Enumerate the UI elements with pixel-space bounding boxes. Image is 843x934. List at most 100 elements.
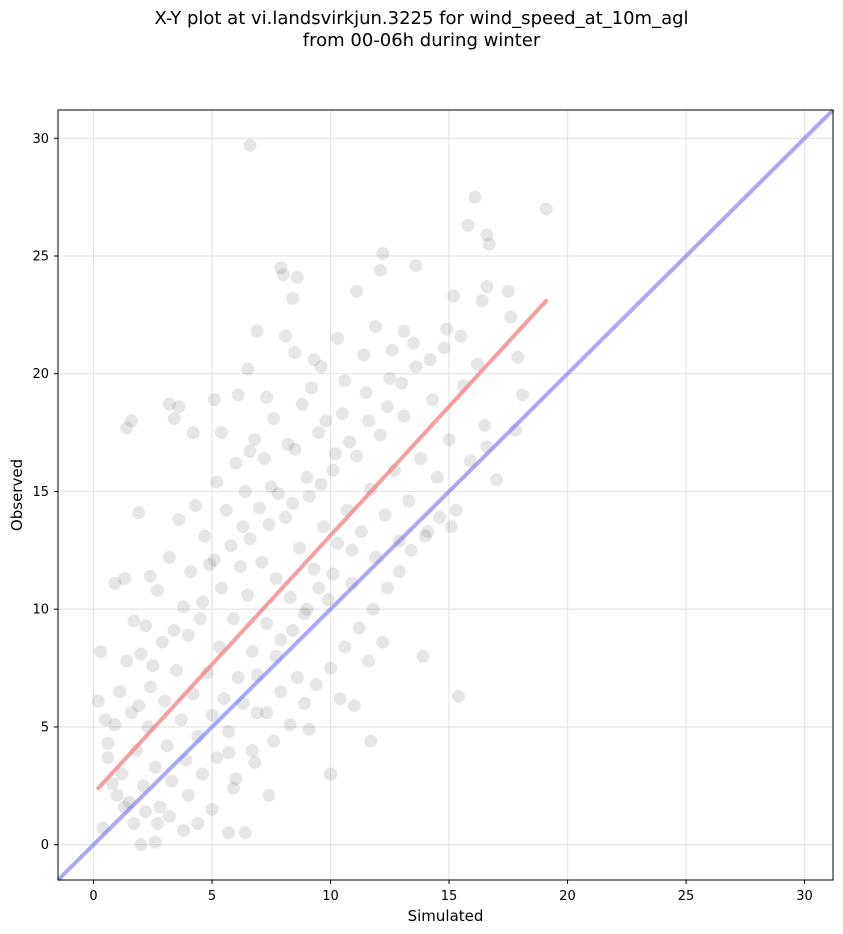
scatter-point [101,751,115,765]
scatter-point [409,360,423,374]
x-tick-label: 0 [89,889,97,904]
scatter-point [366,602,380,616]
scatter-point [343,435,356,449]
scatter-point [300,602,314,616]
chart-title-block: X-Y plot at vi.landsvirkjun.3225 for win… [0,8,843,52]
scatter-point [300,470,314,484]
scatter-point [314,477,328,491]
scatter-point [162,809,176,823]
scatter-point [298,696,311,710]
scatter-point [257,452,271,465]
scatter-point [271,487,285,501]
scatter-point [241,362,255,376]
scatter-point [397,324,411,338]
scatter-point [181,628,195,642]
scatter-point [267,734,281,748]
scatter-point [177,600,191,614]
scatter-point [480,280,494,294]
scatter-point [362,414,375,428]
scatter-point [504,310,518,324]
scatter-point [224,539,238,553]
scatter-point [369,320,383,334]
scatter-point [516,388,529,402]
scatter-point [274,261,288,275]
scatter-point [260,616,274,630]
scatter-point [364,734,378,748]
scatter-point [333,692,347,706]
scatter-point [245,744,259,757]
y-tick-label: 15 [32,485,49,500]
scatter-point [331,331,345,345]
scatter-point [385,343,399,357]
scatter-point [307,562,321,576]
scatter-point [312,426,326,440]
scatter-point [132,699,146,713]
chart-subtitle: from 00-06h during winter [302,30,541,51]
scatter-point [210,751,224,765]
scatter-point [245,645,259,659]
scatter-point [134,647,148,661]
scatter-point [482,237,496,251]
scatter-point [326,463,340,477]
scatter-point [238,485,252,498]
y-tick-label: 30 [32,132,49,147]
scatter-point [274,685,288,699]
scatter-point [395,376,409,390]
scatter-point [290,270,304,284]
scatter-point [196,595,210,609]
scatter-point [139,619,153,633]
scatter-point [463,454,477,468]
scatter-point [274,633,288,647]
scatter-point [108,576,122,590]
scatter-point [302,489,316,503]
scatter-point [433,510,447,524]
scatter-point [357,348,371,362]
scatter-point [101,736,115,750]
scatter-point [106,777,119,790]
scatter-point [338,640,352,654]
scatter-point [129,744,143,757]
scatter-point [309,678,323,692]
scatter-point [241,588,255,602]
plot-frame [57,109,834,881]
reference-lines [56,108,835,882]
scatter-point [172,400,186,414]
scatter-point [321,593,335,607]
scatter-point [378,508,392,522]
scatter-point [452,689,465,703]
scatter-point [231,388,245,402]
scatter-point [193,612,207,626]
scatter-point [196,767,210,781]
scatter-point [276,268,290,282]
scatter-point [231,671,245,684]
scatter-point [397,409,411,423]
scatter-point [288,442,302,456]
scatter-point [184,565,198,578]
scatter-point [132,506,146,520]
scatter-point [115,767,129,781]
y-axis-label: Observed [8,459,26,531]
scatter-point [286,623,300,637]
scatter-point [539,202,553,216]
scatter-point [281,437,295,451]
scatter-point [475,294,489,308]
scatter-point [359,386,373,400]
scatter-point [236,520,250,534]
scatter-point [260,706,274,720]
scatter-point [248,755,262,769]
scatter-point [222,826,236,840]
scatter-point [108,718,122,732]
scatter-point [243,532,257,546]
scatter-point [253,501,266,515]
scatter-point [426,393,439,407]
scatter-point [162,397,176,411]
scatter-point [373,263,387,277]
scatter-point [170,663,183,677]
scatter-point [200,666,214,680]
scatter-point [250,706,264,720]
regression-line [96,298,549,791]
scatter-point [295,397,309,411]
x-tick-label: 30 [796,889,813,904]
scatter-point [198,529,212,543]
scatter-point [264,480,278,494]
